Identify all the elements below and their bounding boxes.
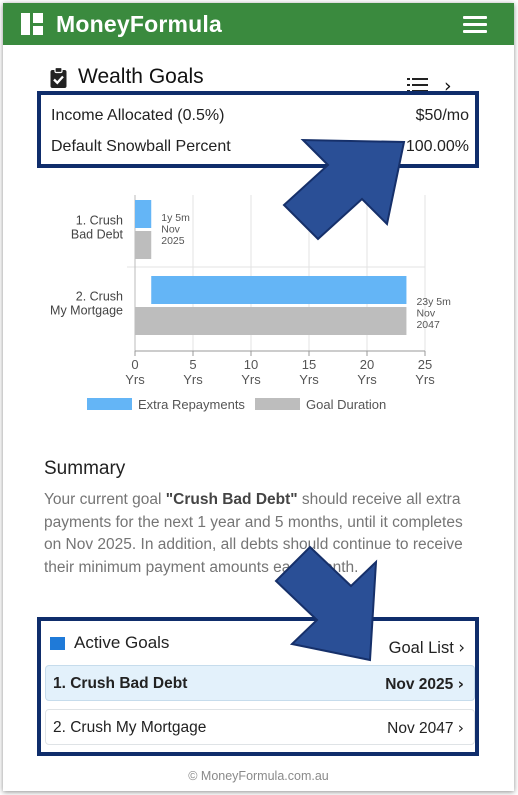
x-tick-label: 15 — [302, 357, 316, 372]
x-tick-unit: Yrs — [299, 372, 319, 387]
bar-extra-repayments — [135, 200, 152, 228]
goal-name: 1. Crush Bad Debt — [53, 675, 188, 692]
chevron-right-icon: › — [457, 675, 464, 693]
grid-logo-icon[interactable] — [21, 13, 43, 35]
app-frame: MoneyFormula Wealth Goals › Income Alloc… — [3, 3, 514, 791]
bar-annotation: 23y 5m — [416, 296, 451, 308]
income-allocated-label: Income Allocated (0.5%) — [51, 107, 225, 124]
x-tick-label: 5 — [189, 357, 196, 372]
x-tick-unit: Yrs — [415, 372, 435, 387]
bar-annotation: 2025 — [161, 235, 185, 247]
page-title: Wealth Goals — [78, 65, 204, 88]
goal-name: 2. Crush My Mortgage — [53, 719, 207, 736]
goal-list-label: Goal List — [388, 639, 454, 657]
x-tick-label: 25 — [418, 357, 432, 372]
chevron-right-icon: › — [458, 638, 465, 657]
category-label: Bad Debt — [71, 228, 124, 242]
x-tick-label: 0 — [131, 357, 138, 372]
goal-date: Nov 2025 › — [385, 675, 464, 693]
x-tick-label: 20 — [360, 357, 374, 372]
clipboard-check-icon — [50, 67, 67, 88]
bar-goal-duration — [135, 307, 407, 335]
x-tick-unit: Yrs — [357, 372, 377, 387]
footer-copyright: © MoneyFormula.com.au — [188, 769, 329, 783]
x-tick-unit: Yrs — [125, 372, 145, 387]
category-label: 1. Crush — [76, 214, 123, 228]
legend-label: Goal Duration — [306, 397, 386, 412]
x-tick-unit: Yrs — [241, 372, 261, 387]
summary-goal-name: "Crush Bad Debt" — [165, 491, 298, 508]
legend-swatch-extra-repayments — [87, 398, 132, 410]
x-tick-unit: Yrs — [183, 372, 203, 387]
active-goals-panel: Active Goals Goal List › 1. Crush Bad De… — [37, 617, 479, 756]
summary-title: Summary — [44, 458, 126, 479]
bar-annotation: Nov — [161, 224, 180, 236]
active-goals-title: Active Goals — [74, 633, 170, 652]
active-goals-square-icon — [50, 637, 65, 650]
allocation-panel: Income Allocated (0.5%) $50/mo Default S… — [37, 91, 479, 168]
goal-list-link[interactable]: Goal List › — [389, 638, 465, 658]
snowball-percent-value: 100.00% — [405, 138, 469, 155]
bar-annotation: 2047 — [416, 319, 440, 331]
bar-annotation: Nov — [416, 308, 435, 320]
goal-row-crush-my-mortgage[interactable]: 2. Crush My Mortgage Nov 2047 › — [45, 709, 475, 745]
goal-date: Nov 2047 › — [387, 719, 464, 737]
bar-goal-duration — [135, 231, 152, 259]
bar-annotation: 1y 5m — [161, 212, 190, 224]
chevron-right-icon[interactable]: › — [444, 75, 452, 97]
snowball-percent-label: Default Snowball Percent — [51, 138, 231, 155]
goal-row-crush-bad-debt[interactable]: 1. Crush Bad Debt Nov 2025 › — [45, 665, 475, 701]
snowball-percent-row[interactable]: Default Snowball Percent 100.00% — [51, 138, 469, 156]
chevron-right-icon: › — [457, 719, 464, 737]
summary-text-before: Your current goal — [44, 491, 166, 508]
income-allocated-row[interactable]: Income Allocated (0.5%) $50/mo — [51, 107, 469, 125]
app-title[interactable]: MoneyFormula — [56, 11, 222, 37]
top-bar: MoneyFormula — [3, 3, 514, 45]
income-allocated-value: $50/mo — [415, 107, 469, 124]
summary-text: Your current goal "Crush Bad Debt" shoul… — [44, 489, 464, 579]
hamburger-menu-icon[interactable] — [463, 16, 487, 34]
legend-label: Extra Repayments — [138, 397, 245, 412]
category-label: 2. Crush — [76, 290, 123, 304]
bar-extra-repayments — [151, 276, 407, 304]
x-tick-label: 10 — [244, 357, 258, 372]
category-label: My Mortgage — [50, 304, 123, 318]
legend-swatch-goal-duration — [255, 398, 300, 410]
